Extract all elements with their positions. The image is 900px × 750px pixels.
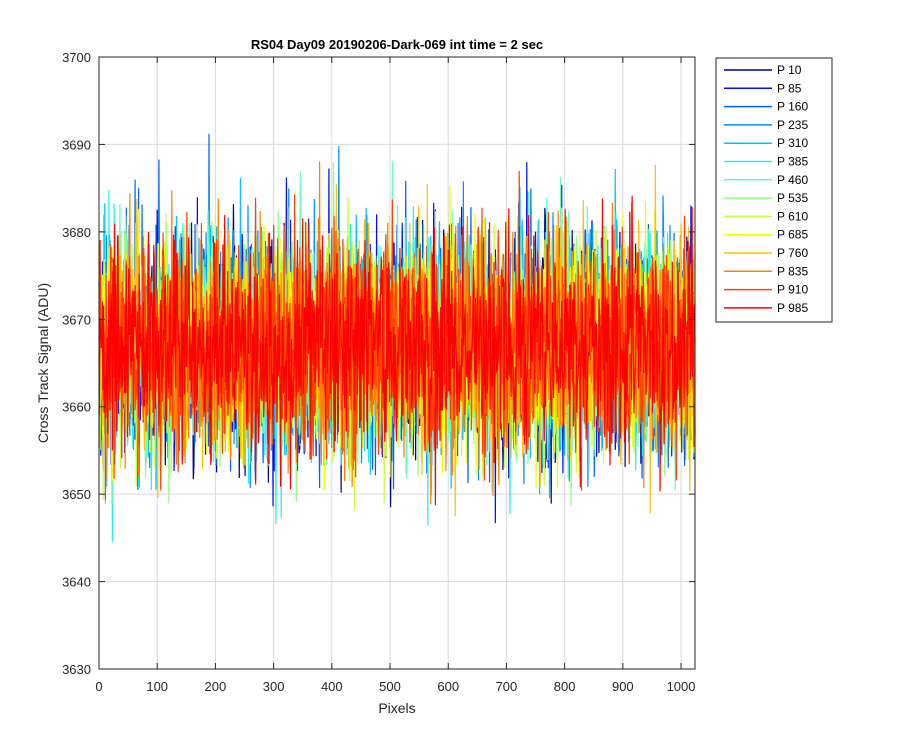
legend-entry-label: P 910 (777, 283, 808, 297)
x-axis-label: Pixels (378, 700, 415, 716)
y-tick-label: 3680 (62, 225, 91, 240)
legend-entry-label: P 310 (777, 136, 808, 150)
legend-entry-label: P 85 (777, 81, 802, 95)
legend-entry-label: P 985 (777, 301, 808, 315)
x-tick-label: 700 (496, 679, 518, 694)
x-tick-label: 900 (612, 679, 634, 694)
x-tick-label: 200 (205, 679, 227, 694)
series-line-p-985 (98, 195, 696, 506)
legend-box (715, 57, 833, 323)
y-tick-label: 3640 (62, 575, 91, 590)
x-tick-label: 300 (263, 679, 285, 694)
legend-entry-label: P 10 (777, 63, 802, 77)
legend-entry-label: P 385 (777, 155, 808, 169)
legend-entry-label: P 535 (777, 191, 808, 205)
y-tick-label: 3660 (62, 400, 91, 415)
x-tick-label: 500 (379, 679, 401, 694)
chart-title: RS04 Day09 20190206-Dark-069 int time = … (251, 37, 543, 52)
x-tick-label: 1000 (667, 679, 696, 694)
series-layer (98, 133, 696, 542)
legend-entry-label: P 760 (777, 246, 808, 260)
x-tick-label: 600 (437, 679, 459, 694)
y-tick-label: 3670 (62, 312, 91, 327)
x-tick-label: 400 (321, 679, 343, 694)
x-tick-label: 0 (95, 679, 102, 694)
x-tick-label: 100 (146, 679, 168, 694)
y-axis-label: Cross Track Signal (ADU) (35, 283, 51, 443)
legend-entry-label: P 235 (777, 118, 808, 132)
legend-entry-label: P 835 (777, 264, 808, 278)
y-tick-label: 3700 (62, 50, 91, 65)
y-tick-label: 3690 (62, 137, 91, 152)
axis-ticks: 0 100 200 300 400 500 600 700 800 900 1000 3630 3640… (62, 50, 695, 694)
legend-entry-label: P 685 (777, 228, 808, 242)
plot-frame (98, 56, 696, 670)
legend-entry-label: P 160 (777, 100, 808, 114)
y-tick-label: 3630 (62, 662, 91, 677)
legend: P 10 P 85 P 160 P 235 P 310 P 385 P 460 P 535 P … (715, 57, 833, 323)
legend-entry-label: P 460 (777, 173, 808, 187)
y-tick-label: 3650 (62, 487, 91, 502)
legend-entry-label: P 610 (777, 209, 808, 223)
x-tick-label: 800 (554, 679, 576, 694)
